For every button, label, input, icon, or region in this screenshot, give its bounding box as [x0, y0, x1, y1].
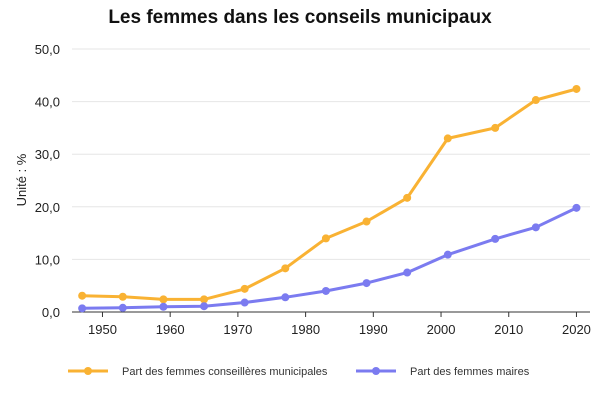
- legend: Part des femmes conseillères municipales…: [68, 366, 530, 378]
- data-point: [281, 264, 290, 273]
- data-point: [403, 193, 412, 202]
- x-tick-label: 1950: [88, 322, 117, 337]
- data-point: [403, 268, 412, 277]
- grid-layer: [72, 48, 590, 260]
- y-tick-label: 40,0: [35, 95, 60, 110]
- x-tick-label: 2020: [562, 322, 591, 337]
- data-point: [443, 250, 452, 259]
- x-tick-label: 1990: [359, 322, 388, 337]
- y-tick-label: 20,0: [35, 200, 60, 215]
- data-point: [200, 295, 209, 304]
- data-point: [321, 286, 330, 295]
- data-point: [78, 291, 87, 300]
- data-point: [531, 96, 540, 105]
- y-tick-label: 0,0: [42, 305, 60, 320]
- chart-title: Les femmes dans les conseils municipaux: [108, 7, 492, 28]
- data-point: [531, 223, 540, 232]
- x-tick-label: 1970: [223, 322, 252, 337]
- y-tick-label: 30,0: [35, 147, 60, 162]
- data-point: [159, 295, 168, 304]
- y-axis-label: Unité : %: [14, 153, 29, 206]
- data-point: [200, 302, 209, 311]
- legend-swatch-marker: [372, 367, 380, 375]
- data-point: [491, 123, 500, 132]
- data-point: [118, 303, 127, 312]
- legend-label: Part des femmes maires: [410, 366, 530, 378]
- axis-layer: 0,0 10,0 20,0 30,0 40,0 50,0 1950 1960 1970 1980 1…: [35, 42, 591, 337]
- x-tick-label: 1960: [156, 322, 185, 337]
- x-tick-label: 2000: [427, 322, 456, 337]
- y-tick-label: 10,0: [35, 252, 60, 267]
- data-point: [281, 293, 290, 302]
- series-layer: [78, 84, 581, 313]
- data-point: [491, 234, 500, 243]
- data-point: [572, 84, 581, 93]
- legend-swatch-marker: [84, 367, 92, 375]
- series-line-2: [80, 206, 578, 310]
- y-tick-label: 50,0: [35, 42, 60, 57]
- data-point: [118, 292, 127, 301]
- data-point: [240, 298, 249, 307]
- data-point: [443, 134, 452, 143]
- x-tick-label: 2010: [494, 322, 523, 337]
- series-line-1: [80, 87, 578, 301]
- data-point: [572, 203, 581, 212]
- data-point: [321, 234, 330, 243]
- data-point: [240, 284, 249, 293]
- data-point: [362, 217, 371, 226]
- data-point: [78, 304, 87, 313]
- legend-label: Part des femmes conseillères municipales: [122, 366, 328, 378]
- data-point: [159, 302, 168, 311]
- x-tick-label: 1980: [291, 322, 320, 337]
- data-point: [362, 279, 371, 288]
